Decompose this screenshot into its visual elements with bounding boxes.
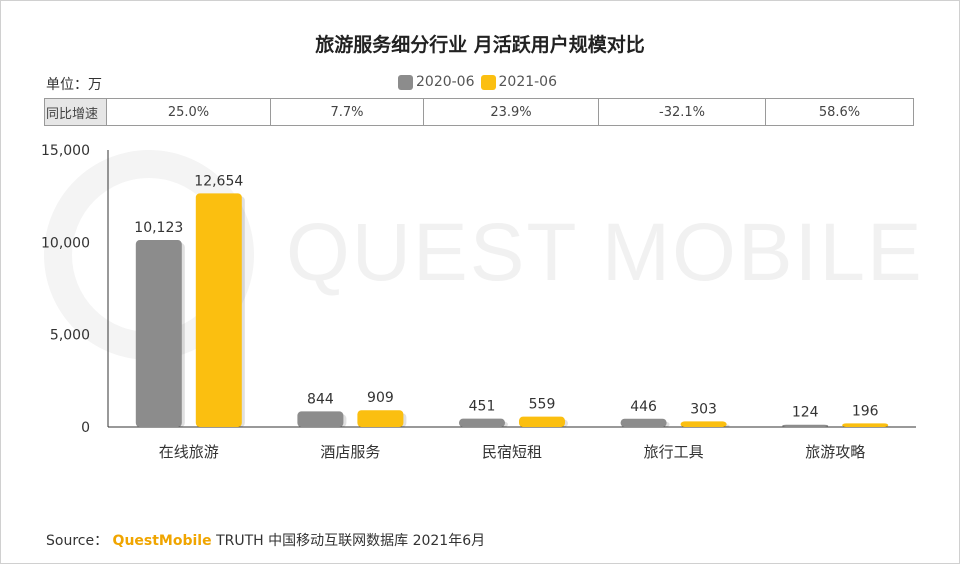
bar [297,411,344,427]
bar [135,240,182,427]
y-tick-label: 15,000 [41,143,90,159]
data-label: 844 [307,391,334,407]
legend-item-2020: 2020-06 [398,74,475,90]
x-category-label: 旅行工具 [644,443,704,461]
data-label: 303 [690,401,717,417]
source-suffix: TRUTH 中国移动互联网数据库 2021年6月 [216,533,486,549]
data-label: 124 [792,405,819,421]
legend: 2020-06 2021-06 [398,74,563,90]
legend-swatch-2021 [480,74,496,90]
data-label: 446 [630,399,657,415]
source-brand: QuestMobile [112,533,212,549]
data-label: 909 [367,390,394,406]
y-tick-label: 0 [81,420,90,436]
yoy-header-cell: 同比增速 [45,99,106,125]
yoy-cell-homestay: 23.9% [423,99,598,125]
chart-title: 旅游服务细分行业 月活跃用户规模对比 [315,34,645,56]
yoy-growth-table: 同比增速 25.0% 7.7% 23.9% -32.1% 58.6% [44,98,914,126]
yoy-cell-travel-tools: -32.1% [598,99,765,125]
bar [459,418,505,427]
legend-label-2020: 2020-06 [416,74,475,90]
yoy-cell-hotel-service: 7.7% [270,99,423,125]
legend-label-2021: 2021-06 [498,74,558,90]
x-category-label: 在线旅游 [159,443,219,461]
bar [782,424,829,427]
data-label: 559 [529,397,556,413]
source-prefix: Source： [46,533,109,549]
data-label: 451 [469,399,496,415]
x-category-label: 旅游攻略 [805,443,865,461]
watermark-text: QUEST MOBILE [286,207,924,298]
bar [620,418,667,427]
y-tick-label: 5,000 [50,328,90,344]
data-label: 12,654 [194,173,243,189]
y-tick-label: 10,000 [41,235,90,251]
x-category-label: 民宿短租 [482,443,542,461]
unit-label: 单位：万 [46,77,102,93]
bar [519,416,565,427]
bar [680,421,727,427]
yoy-cell-travel-guides: 58.6% [765,99,913,125]
bar [357,410,404,427]
data-label: 196 [852,403,879,419]
data-label: 10,123 [134,220,183,236]
legend-item-2021: 2021-06 [480,74,558,90]
source-line: Source： QuestMobile TRUTH 中国移动互联网数据库 202… [46,530,485,550]
bar [842,423,889,427]
bar [195,193,242,427]
x-category-label: 酒店服务 [320,443,380,461]
yoy-cell-online-travel: 25.0% [106,99,270,125]
legend-swatch-2020 [398,74,413,90]
